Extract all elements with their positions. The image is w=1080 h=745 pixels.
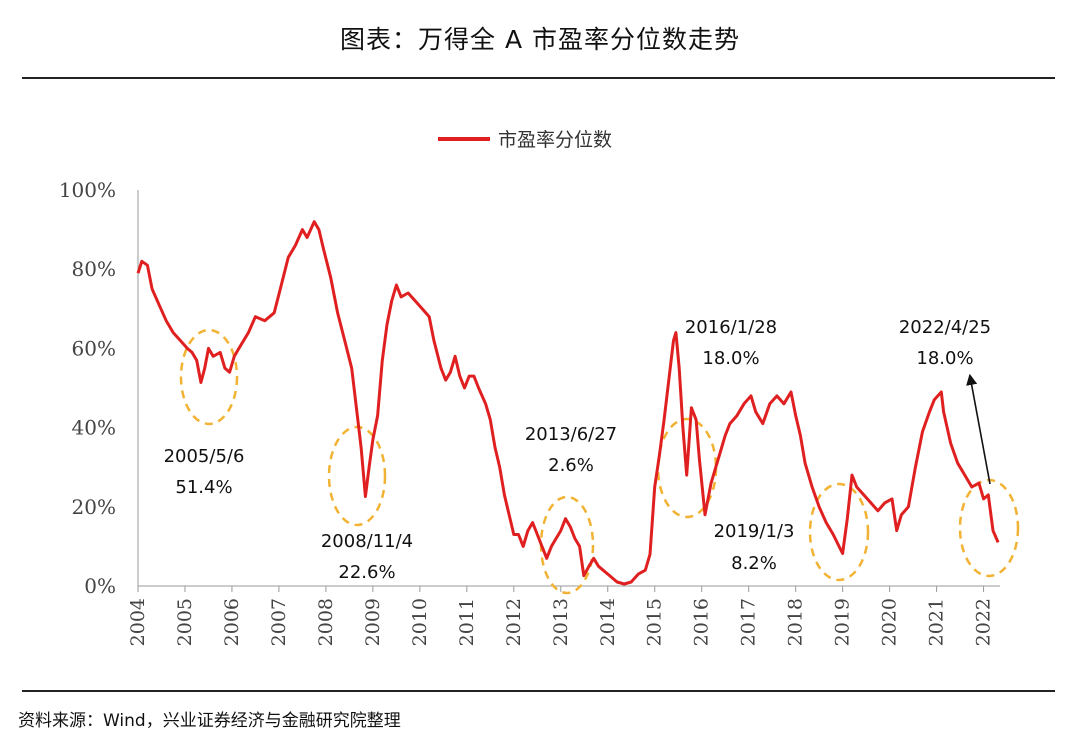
highlight-ellipse [327, 425, 387, 527]
annotation-date: 2008/11/4 [321, 531, 413, 552]
annotation-2013: 2013/6/27 2.6% [525, 424, 617, 476]
annotation-date: 2016/1/28 [685, 317, 777, 338]
x-tick-label: 2008 [315, 598, 337, 646]
legend-label: 市盈率分位数 [498, 129, 612, 151]
x-tick-label: 2004 [127, 598, 149, 646]
x-tick-label: 2014 [597, 598, 619, 646]
annotation-2019: 2019/1/3 8.2% [714, 521, 795, 574]
annotation-date: 2019/1/3 [714, 521, 795, 542]
x-tick-label: 2006 [221, 598, 243, 646]
y-tick-label: 0% [84, 574, 116, 598]
annotation-2005: 2005/5/6 51.4% [164, 446, 245, 498]
annotation-2016: 2016/1/28 18.0% [685, 317, 777, 369]
y-tick-label: 20% [72, 495, 116, 519]
y-tick-label: 40% [72, 416, 116, 440]
x-tick-label: 2021 [926, 598, 948, 646]
x-tick-label: 2009 [362, 598, 384, 646]
source-note: 资料来源：Wind，兴业证券经济与金融研究院整理 [18, 711, 401, 731]
trend-arrow [966, 373, 991, 485]
annotation-value: 51.4% [175, 477, 232, 498]
x-tick-label: 2022 [973, 598, 995, 646]
legend: 市盈率分位数 [438, 129, 612, 151]
x-tick-label: 2005 [174, 598, 196, 646]
x-tick-label: 2019 [832, 598, 854, 646]
y-tick-label: 60% [72, 336, 116, 360]
highlight-ellipse [539, 495, 595, 595]
annotation-2008: 2008/11/4 22.6% [321, 531, 413, 583]
x-tick-label: 2017 [738, 598, 760, 646]
highlight-ellipse [808, 482, 870, 582]
annotation-date: 2022/4/25 [899, 317, 991, 338]
x-tick-label: 2018 [785, 598, 807, 646]
annotation-date: 2005/5/6 [164, 446, 245, 467]
annotation-value: 22.6% [338, 562, 395, 583]
annotation-2022: 2022/4/25 18.0% [899, 317, 991, 369]
pe-percentile-chart: 市盈率分位数 0%20%40%60%80%100% 2004 2005 2006 20… [59, 129, 1020, 646]
x-tick-label: 2011 [456, 598, 478, 646]
y-tick-label: 100% [59, 178, 116, 202]
x-tick-label: 2013 [550, 598, 572, 646]
top-divider [22, 77, 1055, 79]
x-axis: 2004 2005 2006 2007 2008 2009 2010 2011 2012 2013… [127, 585, 1000, 646]
series-line-pe-percentile [136, 220, 1000, 586]
y-tick-label: 80% [72, 257, 116, 281]
x-tick-label: 2020 [879, 598, 901, 646]
page-title: 图表：万得全 A 市盈率分位数走势 [340, 25, 740, 54]
bottom-divider [22, 690, 1055, 692]
annotation-value: 8.2% [731, 553, 777, 574]
annotation-value: 18.0% [916, 348, 973, 369]
x-tick-label: 2015 [644, 598, 666, 646]
x-tick-label: 2012 [503, 598, 525, 646]
y-axis: 0% 20% 40% 60% 80% 100% [59, 178, 139, 598]
x-tick-label: 2007 [268, 598, 290, 646]
highlight-ellipse [179, 328, 239, 426]
annotation-date: 2013/6/27 [525, 424, 617, 445]
x-tick-label: 2010 [409, 598, 431, 646]
annotation-value: 18.0% [702, 348, 759, 369]
highlight-ellipses [179, 328, 1020, 595]
x-tick-label: 2016 [691, 598, 713, 646]
annotation-value: 2.6% [548, 455, 594, 476]
